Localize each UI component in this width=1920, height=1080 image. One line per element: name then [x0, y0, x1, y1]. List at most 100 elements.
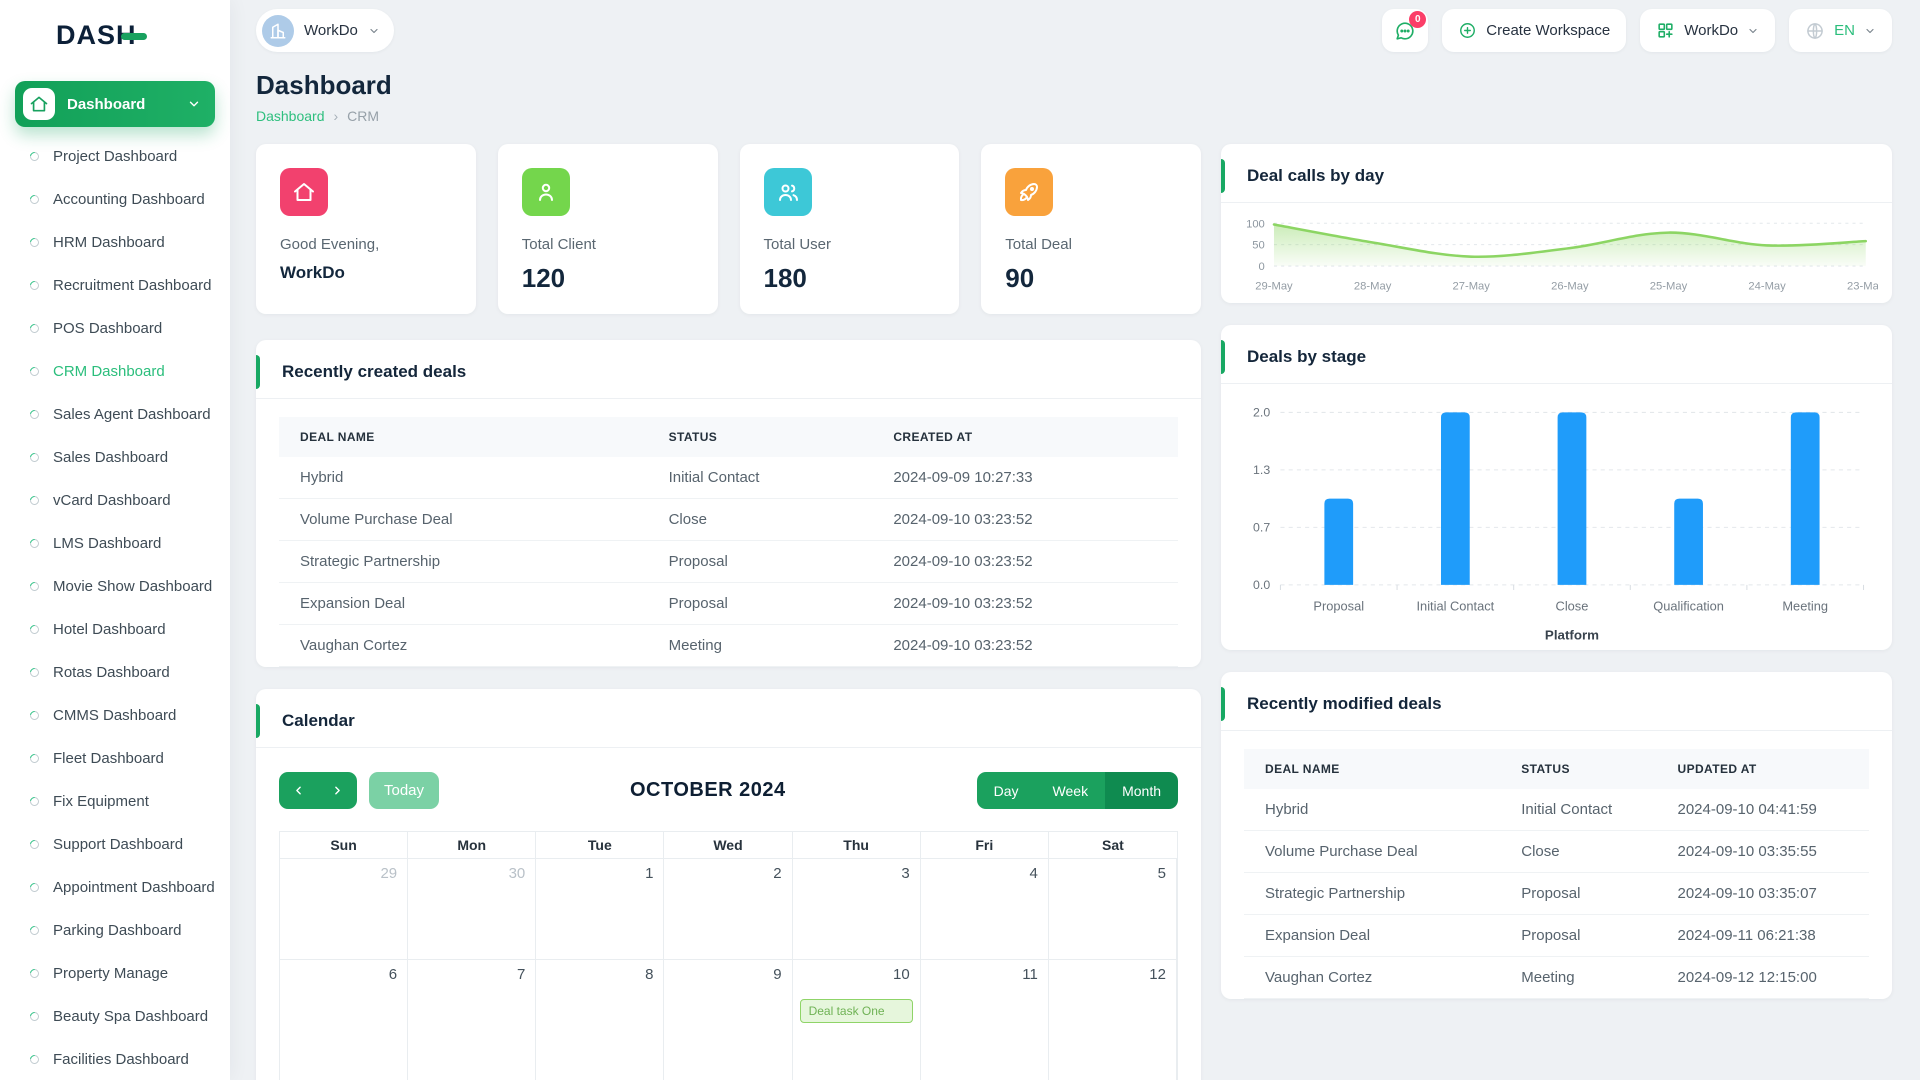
table-cell: 2024-09-10 03:35:55	[1677, 843, 1817, 861]
table-row: Expansion Deal Proposal 2024-09-10 03:23:5…	[279, 583, 1178, 625]
sidebar-item-parking-dashboard[interactable]: Parking Dashboard	[0, 909, 230, 952]
sidebar-item-sales-agent-dashboard[interactable]: Sales Agent Dashboard	[0, 393, 230, 436]
sidebar-dashboard-group[interactable]: Dashboard	[15, 81, 215, 127]
table-cell: Hybrid	[300, 469, 344, 486]
calendar-day-cell[interactable]: 1	[536, 859, 665, 960]
svg-text:23-May: 23-May	[1847, 281, 1878, 293]
calendar-day-cell[interactable]: 10 Deal task One	[793, 960, 921, 1080]
calendar-view-week-button[interactable]: Week	[1035, 772, 1106, 809]
sidebar-item-vcard-dashboard[interactable]: vCard Dashboard	[0, 479, 230, 522]
sidebar-item-hotel-dashboard[interactable]: Hotel Dashboard	[0, 608, 230, 651]
recently-modified-table: Deal Name Status Updated At Hybrid Initial C…	[1244, 749, 1869, 1000]
card-accent-bar	[1221, 687, 1225, 722]
workspace-pill[interactable]: WorkDo	[256, 9, 394, 52]
sidebar-item-fix-equipment[interactable]: Fix Equipment	[0, 780, 230, 823]
weekday-label: Thu	[792, 832, 921, 859]
deal-calls-area-chart: 100 50 0 29-May 28-May 27-May 26-May 25-May 24-M…	[1246, 218, 1878, 293]
calendar-day-cell[interactable]: 2	[664, 859, 793, 960]
sidebar-item-crm-dashboard[interactable]: CRM Dashboard	[0, 350, 230, 393]
calendar-day-cell[interactable]: 3	[792, 859, 921, 960]
sidebar-item-beauty-spa-dashboard[interactable]: Beauty Spa Dashboard	[0, 995, 230, 1038]
circle-bullet-icon	[28, 666, 41, 679]
svg-text:0.0: 0.0	[1253, 578, 1270, 592]
table-cell: 2024-09-12 12:15:00	[1677, 969, 1817, 987]
calendar-toolbar: Today OCTOBER 2024 Day Week Month	[279, 772, 1178, 809]
sidebar-item-label: HRM Dashboard	[53, 234, 165, 251]
calendar-day-cell[interactable]: 30	[408, 859, 537, 960]
sidebar-item-recruitment-dashboard[interactable]: Recruitment Dashboard	[0, 264, 230, 307]
circle-bullet-icon	[28, 537, 41, 550]
sidebar-item-lms-dashboard[interactable]: LMS Dashboard	[0, 522, 230, 565]
sidebar-item-label: vCard Dashboard	[53, 492, 171, 509]
sidebar-dashboard-label: Dashboard	[67, 95, 146, 113]
circle-bullet-icon	[28, 451, 41, 464]
calendar-view-day-button[interactable]: Day	[976, 772, 1036, 809]
sidebar-item-facilities-dashboard[interactable]: Facilities Dashboard	[0, 1038, 230, 1080]
calendar-today-button[interactable]: Today	[369, 772, 440, 809]
sidebar-item-pos-dashboard[interactable]: POS Dashboard	[0, 307, 230, 350]
language-dropdown[interactable]: EN	[1789, 9, 1892, 52]
table-column-header: Created At	[893, 430, 973, 444]
calendar-day-cell[interactable]: 29	[280, 859, 409, 960]
sidebar-item-hrm-dashboard[interactable]: HRM Dashboard	[0, 221, 230, 264]
table-column-header: Status	[668, 430, 718, 444]
stat-value: WorkDo	[280, 263, 345, 282]
table-cell: Volume Purchase Deal	[300, 511, 453, 528]
calendar-day-cell[interactable]: 4	[920, 859, 1049, 960]
recently-created-card: Recently created deals Deal Name Status Cr…	[256, 340, 1201, 667]
workspace-dropdown[interactable]: WorkDo	[1640, 9, 1776, 52]
sidebar-item-label: POS Dashboard	[53, 320, 163, 337]
sidebar-item-label: Parking Dashboard	[53, 922, 182, 939]
logo-dash-mark	[120, 33, 147, 40]
sidebar-item-sales-dashboard[interactable]: Sales Dashboard	[0, 436, 230, 479]
calendar-day-cell[interactable]: 7	[408, 960, 537, 1080]
table-cell: Strategic Partnership	[1265, 885, 1406, 903]
sidebar-item-support-dashboard[interactable]: Support Dashboard	[0, 823, 230, 866]
circle-bullet-icon	[28, 838, 41, 851]
sidebar-item-movie-show-dashboard[interactable]: Movie Show Dashboard	[0, 565, 230, 608]
table-cell: Close	[668, 511, 707, 528]
table-cell: Meeting	[1521, 969, 1575, 987]
calendar-day-cell[interactable]: 8	[536, 960, 665, 1080]
calendar-day-cell[interactable]: 12	[1049, 960, 1177, 1080]
sidebar-item-fleet-dashboard[interactable]: Fleet Dashboard	[0, 737, 230, 780]
calendar-view-month-button[interactable]: Month	[1105, 772, 1178, 809]
table-cell: Proposal	[668, 595, 728, 612]
calendar-prev-button[interactable]	[279, 772, 318, 809]
calendar-next-button[interactable]	[318, 772, 357, 809]
messages-button[interactable]: 0	[1382, 9, 1429, 52]
workspace-pill-label: WorkDo	[304, 22, 358, 39]
calendar-day-cell[interactable]: 5	[1048, 859, 1177, 960]
svg-text:Qualification: Qualification	[1653, 598, 1724, 613]
circle-bullet-icon	[28, 924, 41, 937]
sidebar-item-project-dashboard[interactable]: Project Dashboard	[0, 135, 230, 178]
sidebar-item-label: Fix Equipment	[53, 793, 149, 810]
table-cell: Expansion Deal	[300, 595, 406, 612]
svg-text:Initial Contact: Initial Contact	[1416, 598, 1494, 613]
calendar-day-cell[interactable]: 6	[280, 960, 409, 1080]
create-workspace-button[interactable]: Create Workspace	[1442, 9, 1627, 52]
svg-text:100: 100	[1246, 218, 1265, 230]
table-column-header: Deal Name	[300, 430, 375, 444]
stat-value: 90	[1005, 263, 1035, 293]
stat-card: Total Client 120	[497, 144, 718, 314]
sidebar-item-appointment-dashboard[interactable]: Appointment Dashboard	[0, 866, 230, 909]
table-header-row: Deal Name Status Created At	[279, 417, 1178, 457]
brand-logo[interactable]: DASH	[56, 20, 147, 51]
circle-bullet-icon	[28, 709, 41, 722]
sidebar-item-accounting-dashboard[interactable]: Accounting Dashboard	[0, 178, 230, 221]
stat-label: Good Evening,	[280, 236, 380, 253]
sidebar-item-property-manage[interactable]: Property Manage	[0, 952, 230, 995]
calendar-event[interactable]: Deal task One	[799, 999, 913, 1023]
sidebar-item-rotas-dashboard[interactable]: Rotas Dashboard	[0, 651, 230, 694]
building-icon	[262, 14, 294, 47]
calendar-day-cell[interactable]: 9	[664, 960, 793, 1080]
calendar-title: Calendar	[282, 711, 355, 730]
calendar-card: Calendar Today OCTOBER 2024 Day Week Month	[256, 689, 1201, 1080]
chevron-down-icon	[1747, 25, 1759, 37]
sidebar-item-label: LMS Dashboard	[53, 535, 162, 552]
table-cell: Vaughan Cortez	[1265, 969, 1373, 987]
breadcrumb-dashboard-link[interactable]: Dashboard	[256, 108, 325, 124]
calendar-day-cell[interactable]: 11	[921, 960, 1049, 1080]
sidebar-item-cmms-dashboard[interactable]: CMMS Dashboard	[0, 694, 230, 737]
